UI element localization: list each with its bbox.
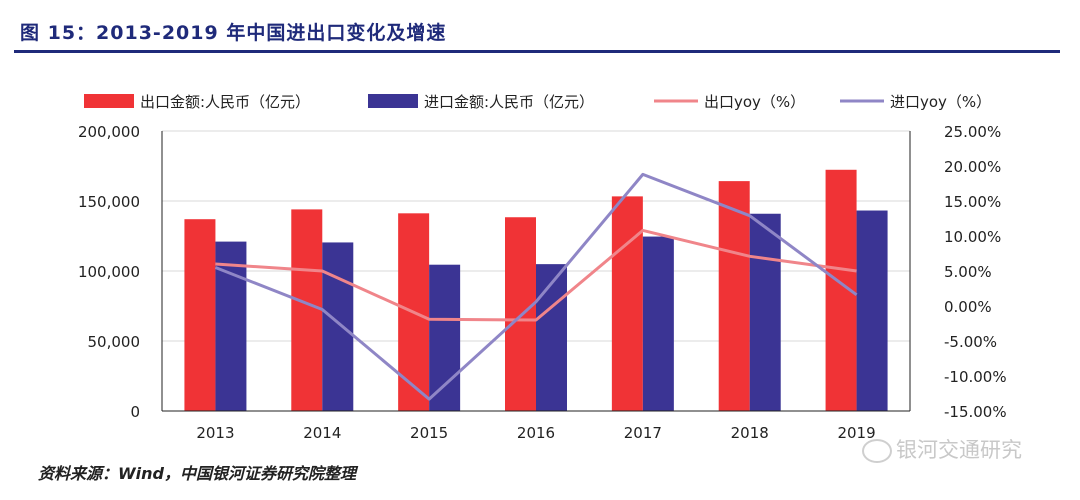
x-tick-label: 2013 [196,424,234,442]
y2-tick-label: -5.00% [944,333,997,351]
export-bar [611,196,643,411]
y2-tick-label: 5.00% [944,263,992,281]
y2-tick-label: 0.00% [944,298,992,316]
watermark-text: 银河交通研究 [896,438,1022,462]
y2-tick-label: 15.00% [944,193,1001,211]
watermark: 银河交通研究 [862,434,1022,464]
import-yoy-line [214,172,858,401]
import-bar [642,236,674,411]
export-bar [291,209,323,411]
import-bar [322,242,354,411]
x-tick-label: 2019 [837,424,875,442]
x-tick-label: 2017 [624,424,662,442]
x-tick-label: 2015 [410,424,448,442]
y2-tick-label: 20.00% [944,158,1001,176]
y2-tick-label: -10.00% [944,368,1007,386]
import-bar [429,264,461,411]
y-tick-label: 150,000 [78,193,140,211]
source-note: 资料来源：Wind，中国银河证券研究院整理 [38,464,356,483]
x-tick-label: 2014 [303,424,341,442]
y-tick-label: 100,000 [78,263,140,281]
wechat-icon [862,439,892,463]
export-bar [718,181,750,411]
x-tick-label: 2016 [517,424,555,442]
legend-label: 出口金额:人民币（亿元） [140,93,310,111]
export-yoy-line [215,228,857,322]
y-tick-label: 200,000 [78,123,140,141]
y2-tick-label: -15.00% [944,403,1007,421]
legend-swatch [84,94,134,108]
title-rule [14,50,1060,53]
figure-title: 图 15：2013-2019 年中国进出口变化及增速 [20,22,447,44]
legend-label: 进口金额:人民币（亿元） [424,93,594,111]
legend-label: 进口yoy（%） [890,93,991,111]
import-bar [749,213,781,411]
legend-label: 出口yoy（%） [704,93,805,111]
import-bar [536,264,567,411]
y2-tick-label: 25.00% [944,123,1001,141]
y-tick-label: 0 [130,403,140,421]
y2-tick-label: 10.00% [944,228,1001,246]
x-tick-label: 2018 [731,424,769,442]
y-tick-label: 50,000 [88,333,141,351]
import-bar [856,210,888,411]
legend-swatch [368,94,418,108]
export-bar [184,219,216,411]
